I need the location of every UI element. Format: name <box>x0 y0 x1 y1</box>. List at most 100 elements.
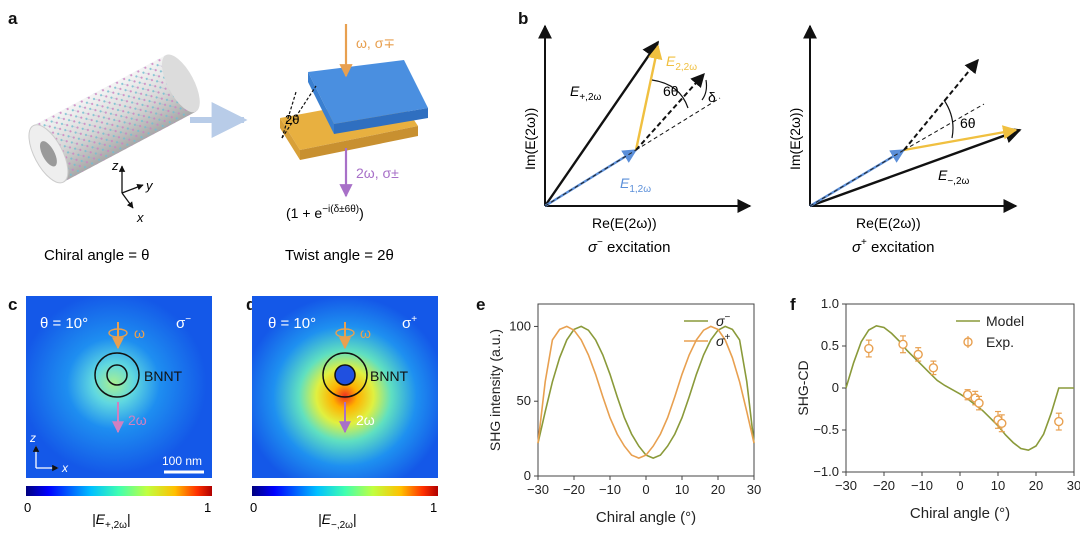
c-scale-label: 100 nm <box>162 454 202 468</box>
vec-e-minus <box>809 127 1022 208</box>
b-left-ylabel: Im(E(2ω)) <box>522 108 538 170</box>
twist-angle-mark: 2θ <box>285 112 299 127</box>
dash-ext-2 <box>635 72 705 151</box>
b-left-angle-delta: δ <box>708 89 716 105</box>
axis-x-label: x <box>136 210 144 225</box>
f-xtick-label: −10 <box>911 478 933 493</box>
panel-d: θ = 10° σ+ ω BNNT 2ω 0 1 |E−,2ω| <box>250 296 438 531</box>
panel-b-left: Im(E(2ω)) Re(E(2ω)) 6θ δ E+,2ω E2,2ω E1,… <box>522 24 752 256</box>
c-colorbar <box>26 486 212 496</box>
f-exp-point <box>898 339 908 350</box>
f-xtick-label: 30 <box>1067 478 1080 493</box>
f-ytick-label: −0.5 <box>813 422 839 437</box>
e-legend-sym-1: σ <box>716 333 725 349</box>
f-exp-point <box>974 398 984 408</box>
panel-label-c: c <box>8 295 17 314</box>
angle-arc-6theta <box>651 79 689 109</box>
dash-ext-right-1 <box>903 103 985 151</box>
d-colorbar <box>252 486 438 496</box>
vec-e22-right <box>903 125 1018 152</box>
e-xtick-label: −30 <box>527 482 549 497</box>
e-legend-label-0: σ− <box>716 312 730 329</box>
axis-y-label: y <box>145 178 154 193</box>
c-polarization-sup: − <box>185 314 191 325</box>
e-ytick-label: 100 <box>509 318 531 333</box>
b-left-excitation: σ− excitation <box>588 237 670 256</box>
d-cbar-label-main: |E <box>318 511 332 527</box>
d-bnnt: BNNT <box>370 368 409 384</box>
b-left-angle-6theta: 6θ <box>663 83 679 99</box>
e-xtick-label: 0 <box>642 482 649 497</box>
label-e-plus: E+,2ω <box>570 83 602 103</box>
b-right-angle-6theta: 6θ <box>960 115 976 131</box>
c-omega-circle <box>108 328 128 338</box>
nanotube-end-far <box>161 54 200 113</box>
panel-b-right: Im(E(2ω)) Re(E(2ω)) 6θ E−,2ω σ+ excitati… <box>787 24 1022 256</box>
phase-formula-sup: −i(δ±6θ) <box>322 204 359 215</box>
b-right-excitation-sup: + <box>861 237 867 248</box>
dash-ext-1 <box>635 97 721 151</box>
f-exp-point <box>928 363 939 373</box>
angle-arc-right <box>943 99 954 139</box>
twist-line-1 <box>281 85 317 139</box>
e-xtick-label: 30 <box>747 482 761 497</box>
panel-label-a: a <box>8 9 18 28</box>
f-xtick-label: 0 <box>956 478 963 493</box>
c-cbar-max: 1 <box>204 500 211 515</box>
label-e22-sub: 2,2ω <box>675 62 697 73</box>
f-xlabel: Chiral angle (°) <box>910 505 1010 522</box>
label-e-minus: E−,2ω <box>938 167 970 187</box>
c-cbar-label-main: |E <box>92 511 106 527</box>
panel-a: z y x Chiral angle = θ 2θ ω, σ∓ 2ω, σ± (… <box>28 24 428 264</box>
d-cbar-min: 0 <box>250 500 257 515</box>
b-right-ylabel: Im(E(2ω)) <box>787 108 803 170</box>
d-cbar-label-end: | <box>353 511 357 527</box>
f-legend-label-exp: Exp. <box>986 334 1014 350</box>
f-ytick-label: 0.5 <box>821 338 839 353</box>
d-polarization-sym: σ <box>402 315 412 332</box>
c-polarization: σ− <box>176 314 191 332</box>
f-model-line <box>845 324 1074 452</box>
f-exp-point <box>913 349 923 360</box>
b-right-excitation: σ+ excitation <box>852 237 934 256</box>
c-theta: θ = 10° <box>40 315 88 332</box>
chart-f: −30 −20 −10 0 10 20 30 −1.0 −0.5 0 0.5 1.0 Chiral an… <box>795 296 1080 522</box>
b-left-excitation-sup: − <box>597 237 603 248</box>
phase-formula-close: ) <box>359 205 364 221</box>
label-e-plus-main: E <box>570 83 580 99</box>
f-xtick-label: 20 <box>1029 478 1043 493</box>
d-cbar-label-sub: −,2ω <box>331 520 353 531</box>
panel-label-b: b <box>518 9 528 28</box>
phase-formula-main: (1 + e <box>286 205 322 221</box>
d-cbar-label: |E−,2ω| <box>318 511 357 531</box>
b-left-excitation-sym: σ <box>588 239 598 256</box>
c-cbar-label: |E+,2ω| <box>92 511 131 531</box>
dash-ext-right-2 <box>903 58 979 151</box>
d-bnnt-outer <box>322 352 368 398</box>
f-ytick-label: 1.0 <box>821 296 839 311</box>
panel-labels: a b c d e f <box>8 9 796 314</box>
e-ylabel: SHG intensity (a.u.) <box>487 329 503 451</box>
e-xtick-label: 20 <box>711 482 725 497</box>
c-axis-z-label: z <box>29 431 36 445</box>
phase-formula: (1 + e−i(δ±6θ)) <box>286 204 364 221</box>
axes-3d <box>118 165 144 209</box>
label-e-minus-sub: −,2ω <box>947 176 969 187</box>
b-left-xlabel: Re(E(2ω)) <box>592 215 657 231</box>
angle-arc-delta <box>701 79 708 101</box>
c-bnnt-inner <box>106 364 128 386</box>
f-exp-point <box>962 390 973 400</box>
panel-label-e: e <box>476 295 485 314</box>
d-bnnt-inner <box>334 364 356 386</box>
e-ytick-label: 50 <box>517 393 531 408</box>
label-e12-sub: 1,2ω <box>629 184 651 195</box>
b-right-xlabel: Re(E(2ω)) <box>856 215 921 231</box>
e-ytick-label: 0 <box>524 468 531 483</box>
f-ylabel: SHG-CD <box>795 360 811 415</box>
vec-e12-right-dash <box>809 149 905 207</box>
f-xtick-label: −20 <box>873 478 895 493</box>
f-exp-point <box>1054 416 1064 427</box>
label-e12-main: E <box>620 175 630 191</box>
f-ytick-label: 0 <box>832 380 839 395</box>
